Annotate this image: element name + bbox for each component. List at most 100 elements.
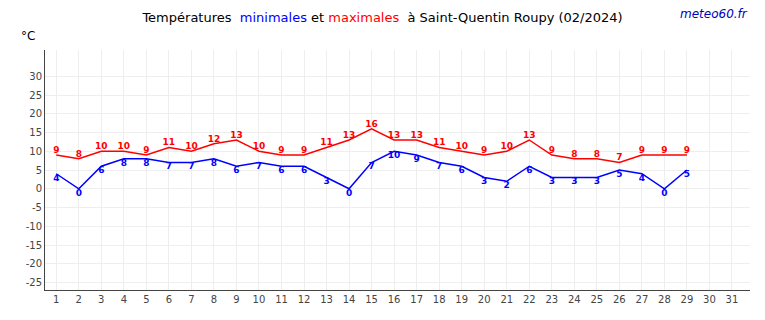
svg-text:31: 31 [726,294,739,305]
svg-text:10: 10 [185,141,198,151]
svg-text:12: 12 [298,294,311,305]
svg-text:15: 15 [365,294,378,305]
svg-text:3: 3 [481,176,487,186]
svg-text:9: 9 [301,145,307,155]
svg-text:13: 13 [410,130,423,140]
svg-text:10: 10 [253,294,266,305]
svg-text:6: 6 [526,165,532,175]
svg-text:7: 7 [188,161,194,171]
svg-text:8: 8 [211,294,217,305]
svg-text:10: 10 [29,146,42,157]
svg-text:10: 10 [500,141,513,151]
svg-text:21: 21 [500,294,513,305]
svg-text:13: 13 [343,130,356,140]
svg-text:10: 10 [253,141,266,151]
svg-text:2: 2 [76,294,82,305]
svg-text:30: 30 [29,71,42,82]
svg-text:8: 8 [76,149,82,159]
svg-text:3: 3 [549,176,555,186]
svg-text:-25: -25 [26,277,42,288]
svg-text:°C: °C [21,29,35,43]
svg-text:0: 0 [346,188,352,198]
svg-text:15: 15 [29,127,42,138]
svg-text:10: 10 [95,141,108,151]
svg-text:9: 9 [233,294,239,305]
svg-text:7: 7 [616,152,622,162]
svg-text:23: 23 [545,294,558,305]
svg-text:8: 8 [571,149,577,159]
svg-text:9: 9 [639,145,645,155]
svg-text:9: 9 [481,145,487,155]
svg-text:6: 6 [98,165,104,175]
svg-text:9: 9 [278,145,284,155]
svg-text:18: 18 [433,294,446,305]
svg-text:7: 7 [436,161,442,171]
svg-text:7: 7 [368,161,374,171]
svg-text:6: 6 [459,165,465,175]
svg-text:5: 5 [684,169,690,179]
svg-text:16: 16 [388,294,401,305]
svg-text:0: 0 [36,183,42,194]
svg-text:-5: -5 [32,202,42,213]
svg-text:6: 6 [301,165,307,175]
svg-text:22: 22 [523,294,536,305]
svg-text:6: 6 [278,165,284,175]
svg-text:29: 29 [681,294,694,305]
svg-text:26: 26 [613,294,626,305]
svg-text:14: 14 [343,294,356,305]
svg-text:9: 9 [661,145,667,155]
svg-text:8: 8 [594,149,600,159]
svg-text:6: 6 [233,165,239,175]
svg-text:17: 17 [410,294,423,305]
svg-text:2: 2 [504,180,510,190]
svg-text:13: 13 [523,130,536,140]
svg-text:25: 25 [590,294,603,305]
svg-text:3: 3 [594,176,600,186]
svg-text:5: 5 [616,169,622,179]
svg-text:9: 9 [53,145,59,155]
svg-text:7: 7 [256,161,262,171]
svg-text:11: 11 [275,294,288,305]
svg-text:0: 0 [76,188,82,198]
svg-text:8: 8 [121,158,127,168]
svg-text:3: 3 [98,294,104,305]
svg-text:27: 27 [636,294,649,305]
svg-text:10: 10 [118,141,131,151]
svg-text:5: 5 [36,165,42,176]
svg-text:-10: -10 [26,221,42,232]
svg-text:4: 4 [53,173,59,183]
svg-text:8: 8 [211,158,217,168]
svg-text:9: 9 [414,154,420,164]
svg-text:4: 4 [121,294,127,305]
svg-text:28: 28 [658,294,671,305]
svg-text:9: 9 [684,145,690,155]
svg-text:11: 11 [433,137,446,147]
svg-text:0: 0 [661,188,667,198]
svg-text:12: 12 [208,134,221,144]
svg-text:20: 20 [29,108,42,119]
svg-text:11: 11 [320,137,333,147]
svg-text:13: 13 [230,130,243,140]
svg-text:6: 6 [166,294,172,305]
svg-text:24: 24 [568,294,581,305]
svg-text:10: 10 [388,150,401,160]
svg-text:3: 3 [323,176,329,186]
svg-text:9: 9 [549,145,555,155]
svg-text:meteo60.fr: meteo60.fr [680,7,748,21]
svg-text:11: 11 [163,137,176,147]
svg-text:9: 9 [143,145,149,155]
svg-text:25: 25 [29,90,42,101]
svg-text:4: 4 [639,173,645,183]
svg-text:19: 19 [455,294,468,305]
svg-text:8: 8 [143,158,149,168]
svg-text:20: 20 [478,294,491,305]
svg-text:5: 5 [143,294,149,305]
svg-text:7: 7 [188,294,194,305]
svg-text:-20: -20 [26,258,42,269]
svg-text:13: 13 [388,130,401,140]
svg-text:16: 16 [365,119,378,129]
svg-text:1: 1 [53,294,59,305]
svg-text:10: 10 [455,141,468,151]
svg-text:30: 30 [703,294,716,305]
svg-text:Températures minimales et max: Températures minimales et maximales à Sa… [141,10,622,25]
